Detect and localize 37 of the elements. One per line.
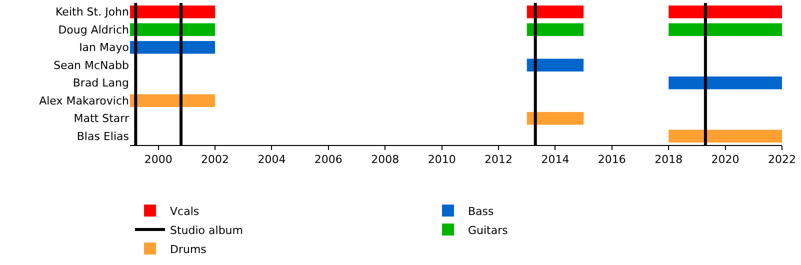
bar <box>668 76 782 90</box>
x-tick-label: 2002 <box>201 153 230 166</box>
y-tick-label: Alex Makarovich <box>39 94 130 108</box>
bar <box>130 5 216 18</box>
bar <box>668 5 782 18</box>
bar <box>526 112 584 125</box>
x-tick-label: 2022 <box>768 153 796 166</box>
y-tick-label: Doug Aldrich <box>58 23 130 36</box>
y-tick-label: Matt Starr <box>74 112 130 126</box>
x-tick-label: 2010 <box>428 153 456 166</box>
legend-label: Vcals <box>170 204 200 218</box>
y-tick-label: Blas Elias <box>76 130 130 143</box>
y-tick-label: Sean McNabb <box>54 58 130 72</box>
bar <box>526 23 584 36</box>
x-tick-label: 2018 <box>654 153 683 166</box>
bar <box>130 40 216 54</box>
bar <box>668 23 782 36</box>
y-tick-label: Ian Mayo <box>79 41 130 54</box>
x-tick-label: 2008 <box>371 153 400 166</box>
y-tick-label: Keith St. John <box>56 6 130 19</box>
legend-label: Guitars <box>468 224 508 237</box>
x-tick-label: 2016 <box>598 153 626 166</box>
x-tick-label: 2012 <box>484 153 513 166</box>
x-tick-label: 2000 <box>144 153 172 166</box>
bar <box>668 130 782 143</box>
bar <box>130 94 216 108</box>
x-tick-label: 2020 <box>711 153 740 166</box>
bar <box>130 23 216 36</box>
x-tick-label: 2014 <box>541 153 570 166</box>
x-tick-label: 2006 <box>314 153 342 166</box>
legend-label: Drums <box>170 242 207 256</box>
legend-label: Studio album <box>170 224 243 237</box>
bar <box>526 5 584 18</box>
bar <box>526 58 584 72</box>
x-tick-label: 2004 <box>258 153 286 166</box>
y-tick-label: Brad Lang <box>72 76 129 90</box>
legend-label: Bass <box>468 204 494 218</box>
